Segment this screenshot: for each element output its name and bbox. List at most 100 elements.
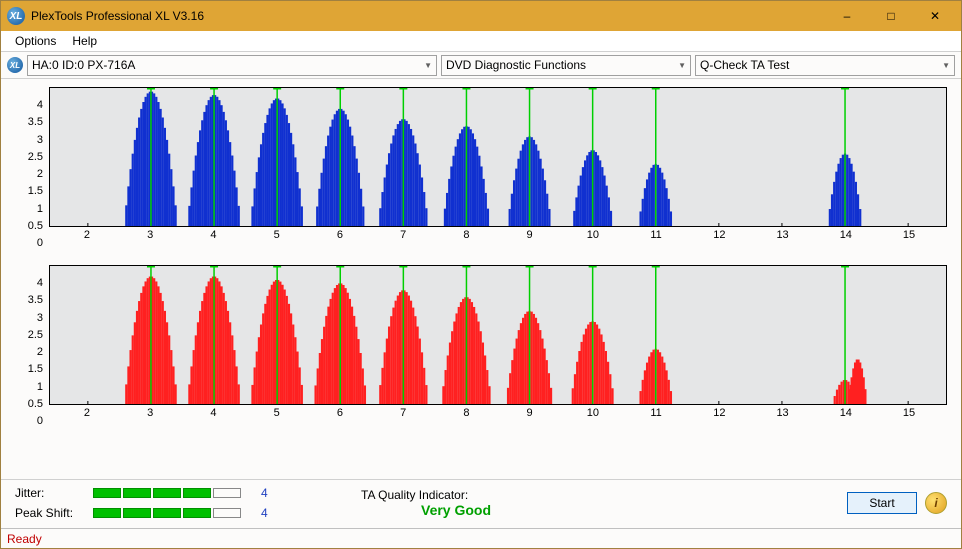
x-tick-label: 6 [337, 229, 343, 241]
y-tick-label: 0 [37, 237, 43, 249]
x-tick-label: 8 [463, 407, 469, 419]
y-tick-label: 3 [37, 312, 43, 324]
metric-segment [93, 508, 121, 518]
x-tick-label: 11 [650, 229, 661, 241]
y-tick-label: 0.5 [28, 220, 43, 232]
metric-segment [213, 508, 241, 518]
x-tick-label: 3 [147, 229, 153, 241]
jitter-bars [93, 488, 253, 498]
metric-segment [93, 488, 121, 498]
x-tick-label: 8 [463, 229, 469, 241]
plot-bottom [49, 265, 947, 405]
charts-area: 00.511.522.533.54 23456789101112131415 0… [1, 79, 961, 479]
x-tick-label: 5 [274, 407, 280, 419]
y-axis-bottom: 00.511.522.533.54 [15, 265, 49, 421]
statusbar: Ready [1, 528, 961, 548]
info-button[interactable]: i [925, 492, 947, 514]
y-tick-label: 0 [37, 415, 43, 427]
drive-select-value: HA:0 ID:0 PX-716A [32, 58, 135, 72]
y-tick-label: 3.5 [28, 294, 43, 306]
start-button-label: Start [869, 496, 894, 510]
toolbar: XL HA:0 ID:0 PX-716A ▼ DVD Diagnostic Fu… [1, 52, 961, 79]
chevron-down-icon: ▼ [424, 61, 432, 70]
test-select-value: Q-Check TA Test [700, 58, 789, 72]
ta-quality-label: TA Quality Indicator: [361, 488, 491, 502]
peak-shift-value: 4 [261, 506, 271, 520]
y-tick-label: 1.5 [28, 363, 43, 375]
y-tick-label: 4 [37, 99, 43, 111]
x-tick-label: 5 [274, 229, 280, 241]
x-tick-label: 10 [587, 229, 599, 241]
menu-options[interactable]: Options [7, 31, 64, 51]
x-tick-label: 4 [210, 229, 216, 241]
metric-segment [123, 508, 151, 518]
menu-help[interactable]: Help [64, 31, 105, 51]
y-tick-label: 1 [37, 203, 43, 215]
y-tick-label: 3 [37, 134, 43, 146]
peak-shift-bars [93, 508, 253, 518]
footer-panel: Jitter: 4 Peak Shift: 4 TA Quality Indic… [1, 479, 961, 528]
app-icon: XL [7, 7, 25, 25]
app-window: XL PlexTools Professional XL V3.16 – □ ✕… [0, 0, 962, 549]
y-tick-label: 2 [37, 346, 43, 358]
close-button[interactable]: ✕ [913, 2, 957, 30]
x-tick-label: 12 [713, 407, 725, 419]
y-tick-label: 1.5 [28, 185, 43, 197]
x-tick-label: 2 [84, 407, 90, 419]
function-select-value: DVD Diagnostic Functions [446, 58, 586, 72]
function-select[interactable]: DVD Diagnostic Functions ▼ [441, 55, 691, 76]
y-tick-label: 1 [37, 381, 43, 393]
x-tick-label: 9 [527, 229, 533, 241]
x-tick-label: 10 [587, 407, 599, 419]
x-tick-label: 9 [527, 407, 533, 419]
x-tick-label: 14 [840, 229, 852, 241]
drive-icon: XL [7, 57, 23, 73]
x-tick-label: 11 [650, 407, 661, 419]
menubar: Options Help [1, 31, 961, 52]
y-tick-label: 3.5 [28, 116, 43, 128]
metrics-grid: Jitter: 4 Peak Shift: 4 [15, 486, 271, 520]
x-axis-top: 2 3 4 5 6 7 8 9 10 11 12 13 14 15 [49, 227, 947, 243]
x-tick-label: 13 [776, 229, 788, 241]
peak-shift-label: Peak Shift: [15, 506, 85, 520]
x-tick-label: 14 [840, 407, 852, 419]
metric-segment [123, 488, 151, 498]
drive-select[interactable]: HA:0 ID:0 PX-716A ▼ [27, 55, 437, 76]
status-text: Ready [7, 532, 42, 546]
metric-segment [183, 488, 211, 498]
titlebar: XL PlexTools Professional XL V3.16 – □ ✕ [1, 1, 961, 31]
y-tick-label: 2.5 [28, 329, 43, 341]
window-title: PlexTools Professional XL V3.16 [31, 9, 204, 23]
jitter-value: 4 [261, 486, 271, 500]
y-tick-label: 0.5 [28, 398, 43, 410]
minimize-button[interactable]: – [825, 2, 869, 30]
y-tick-label: 2 [37, 168, 43, 180]
metric-segment [213, 488, 241, 498]
start-button[interactable]: Start [847, 492, 917, 514]
y-tick-label: 4 [37, 277, 43, 289]
ta-quality-value: Very Good [421, 502, 491, 518]
metric-segment [183, 508, 211, 518]
jitter-label: Jitter: [15, 486, 85, 500]
maximize-button[interactable]: □ [869, 2, 913, 30]
x-tick-label: 2 [84, 229, 90, 241]
x-tick-label: 15 [903, 407, 915, 419]
chart-bottom: 00.511.522.533.54 23456789101112131415 [15, 265, 947, 421]
x-tick-label: 12 [713, 229, 725, 241]
x-tick-label: 4 [210, 407, 216, 419]
chevron-down-icon: ▼ [942, 61, 950, 70]
plot-top [49, 87, 947, 227]
y-axis-top: 00.511.522.533.54 [15, 87, 49, 243]
x-tick-label: 15 [903, 229, 915, 241]
x-tick-label: 6 [337, 407, 343, 419]
y-tick-label: 2.5 [28, 151, 43, 163]
chart-top: 00.511.522.533.54 23456789101112131415 [15, 87, 947, 243]
metric-segment [153, 508, 181, 518]
chevron-down-icon: ▼ [678, 61, 686, 70]
x-tick-label: 13 [776, 407, 788, 419]
test-select[interactable]: Q-Check TA Test ▼ [695, 55, 955, 76]
x-axis-bottom: 23456789101112131415 [49, 405, 947, 421]
x-tick-label: 7 [400, 407, 406, 419]
ta-quality: TA Quality Indicator: Very Good [361, 488, 491, 518]
x-tick-label: 7 [400, 229, 406, 241]
